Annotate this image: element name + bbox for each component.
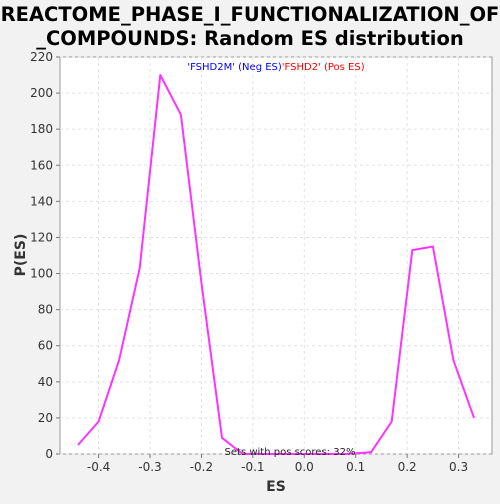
legend: 'FSHD2M' (Neg ES)'FSHD2' (Pos ES)	[187, 62, 364, 73]
y-tick-label: 100	[30, 267, 53, 281]
chart-title: REACTOME_PHASE_I_FUNCTIONALIZATION_OF_CO…	[1, 3, 500, 50]
x-tick-label: 0.1	[346, 460, 365, 474]
y-axis-ticks: 0 20 40 60 80 100 120 140 160 180 200 220	[30, 50, 60, 461]
legend-entry-neg-es: 'FSHD2M' (Neg ES)	[187, 62, 282, 73]
x-tick-label: 0.3	[449, 460, 468, 474]
x-tick-label: 0.0	[295, 460, 314, 474]
x-axis-ticks: -0.4 -0.3 -0.2 -0.1 0.0 0.1 0.2 0.3	[87, 454, 468, 474]
chart-title-line: REACTOME_PHASE_I_FUNCTIONALIZATION_OF	[1, 3, 500, 26]
y-tick-label: 140	[30, 194, 53, 208]
x-axis-label: ES	[266, 479, 286, 495]
y-tick-label: 120	[30, 230, 53, 244]
y-tick-label: 20	[38, 411, 53, 425]
x-tick-label: -0.3	[138, 460, 161, 474]
y-tick-label: 40	[38, 375, 53, 389]
y-tick-label: 160	[30, 158, 53, 172]
y-tick-label: 220	[30, 50, 53, 64]
pos-scores-annotation: Sets with pos scores: 32%	[225, 447, 356, 458]
y-tick-label: 180	[30, 122, 53, 136]
legend-entry-pos-es: 'FSHD2' (Pos ES)	[282, 62, 365, 73]
x-tick-label: -0.1	[241, 460, 264, 474]
chart-title-line: _COMPOUNDS: Random ES distribution	[36, 27, 464, 50]
y-tick-label: 60	[38, 339, 53, 353]
y-tick-label: 0	[45, 447, 53, 461]
y-axis-label: P(ES)	[13, 234, 29, 277]
series-group	[77, 74, 475, 455]
y-tick-label: 80	[38, 303, 53, 317]
x-tick-label: 0.2	[398, 460, 417, 474]
x-tick-label: -0.2	[190, 460, 213, 474]
es-distribution-line	[77, 74, 475, 455]
x-tick-label: -0.4	[87, 460, 110, 474]
grid	[60, 56, 492, 455]
y-tick-label: 200	[30, 86, 53, 100]
plot-area	[59, 56, 493, 455]
